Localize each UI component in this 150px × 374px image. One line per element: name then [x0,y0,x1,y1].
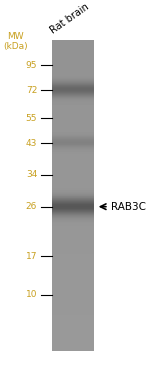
Text: 17: 17 [26,252,37,261]
Text: 55: 55 [26,114,37,123]
Text: 95: 95 [26,61,37,70]
Text: 10: 10 [26,291,37,300]
Text: RAB3C: RAB3C [111,202,146,212]
Text: 34: 34 [26,171,37,180]
Text: 43: 43 [26,139,37,148]
Text: MW
(kDa): MW (kDa) [3,32,27,51]
Text: Rat brain: Rat brain [48,2,91,36]
Text: 72: 72 [26,86,37,95]
Text: 26: 26 [26,202,37,211]
